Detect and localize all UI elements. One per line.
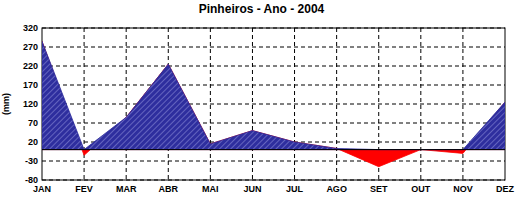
category-grid-line xyxy=(210,28,211,180)
category-grid-line xyxy=(252,28,253,180)
y-tick-label: 270 xyxy=(23,42,38,52)
category-grid-line xyxy=(126,28,127,180)
grid-line xyxy=(42,104,505,105)
y-tick-label: 120 xyxy=(23,99,38,109)
x-tick-label: SET xyxy=(370,184,388,194)
grid-line xyxy=(42,28,505,29)
grid-line xyxy=(42,47,505,48)
x-tick-label: JUN xyxy=(243,184,261,194)
x-tick-label: MAR xyxy=(116,184,137,194)
x-tick-label: NOV xyxy=(453,184,473,194)
grid-line xyxy=(42,123,505,124)
category-grid-line xyxy=(336,28,337,180)
x-tick-label: AGO xyxy=(326,184,347,194)
y-tick-label: 320 xyxy=(23,23,38,33)
x-tick-label: FEV xyxy=(75,184,93,194)
y-tick-label: 170 xyxy=(23,80,38,90)
grid-line xyxy=(42,161,505,162)
y-tick-label: 20 xyxy=(28,137,38,147)
title: Pinheiros - Ano - 2004 xyxy=(199,2,325,16)
x-tick-label: JAN xyxy=(33,184,51,194)
x-tick-label: OUT xyxy=(411,184,431,194)
plot-frame xyxy=(42,28,505,180)
x-tick-label: ABR xyxy=(159,184,179,194)
category-grid-line xyxy=(462,28,463,180)
category-axis xyxy=(42,149,505,150)
chart: Pinheiros - Ano - 2004(mm)-80-3020701201… xyxy=(0,0,523,197)
category-grid-line xyxy=(420,28,421,180)
area xyxy=(42,41,505,166)
x-tick-label: JUL xyxy=(286,184,304,194)
plot-area xyxy=(42,41,505,166)
y-tick-label: 70 xyxy=(28,118,38,128)
x-tick-label: MAI xyxy=(202,184,219,194)
y-tick-label: 220 xyxy=(23,61,38,71)
grid-line xyxy=(42,85,505,86)
grid-line xyxy=(42,66,505,67)
x-tick-label: DEZ xyxy=(496,184,515,194)
grid-line xyxy=(42,180,505,181)
category-grid-line xyxy=(84,28,85,180)
category-grid-line xyxy=(294,28,295,180)
y-axis-label: (mm) xyxy=(1,93,11,115)
y-tick-label: -30 xyxy=(25,156,38,166)
area xyxy=(42,41,505,149)
